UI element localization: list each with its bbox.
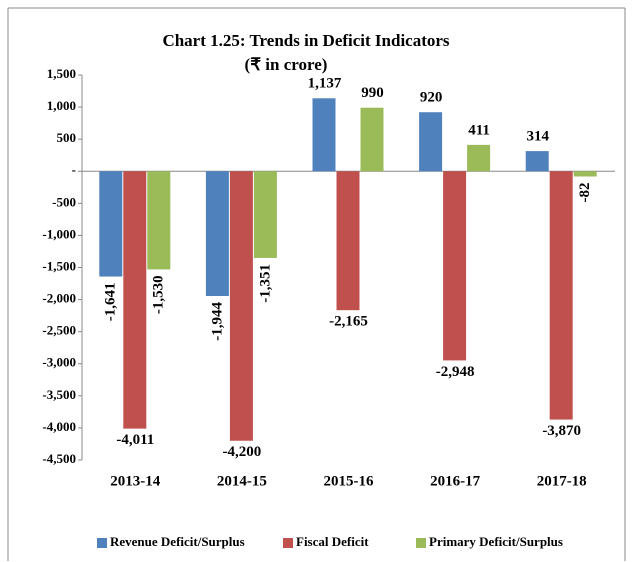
bar — [525, 151, 549, 172]
y-tick-label: -500 — [52, 194, 76, 209]
legend-swatch — [97, 538, 107, 548]
data-label: -1,641 — [103, 283, 119, 322]
y-tick-label: -4,000 — [42, 419, 76, 434]
y-tick-label: -2,500 — [42, 323, 76, 338]
bar — [443, 171, 467, 361]
y-tick-label: -4,500 — [42, 451, 76, 466]
bar — [573, 171, 597, 177]
bar — [253, 171, 277, 258]
x-tick-label: 2013-14 — [110, 473, 160, 489]
x-tick-label: 2017-18 — [537, 473, 587, 489]
chart-title: Chart 1.25: Trends in Deficit Indicators — [162, 31, 449, 50]
y-tick-label: -3,500 — [42, 387, 76, 402]
data-label: 314 — [526, 129, 549, 145]
x-tick-label: 2015-16 — [324, 473, 374, 489]
data-label: -2,948 — [436, 364, 475, 380]
bar — [205, 171, 229, 296]
y-tick-label: -2,000 — [42, 291, 76, 306]
y-tick-label: -1,500 — [42, 258, 76, 273]
chart-subtitle: (₹ in crore) — [245, 55, 328, 74]
data-label: 990 — [361, 85, 384, 101]
bar — [360, 107, 384, 172]
x-tick-label: 2016-17 — [430, 473, 480, 489]
data-label: 920 — [420, 90, 443, 106]
bar — [99, 171, 123, 277]
data-label: -82 — [577, 183, 593, 203]
data-label: -1,944 — [209, 301, 225, 340]
legend-label: Revenue Deficit/Surplus — [110, 534, 245, 549]
y-tick-label: - — [72, 162, 76, 177]
data-label: -4,011 — [116, 432, 154, 448]
bar — [467, 144, 491, 172]
bar — [123, 171, 147, 429]
bar — [336, 171, 360, 311]
data-label: -1,530 — [151, 275, 167, 314]
data-label: -1,351 — [257, 264, 273, 303]
y-tick-label: -1,000 — [42, 226, 76, 241]
legend-label: Primary Deficit/Surplus — [429, 534, 563, 549]
data-label: -4,200 — [223, 444, 262, 460]
x-tick-label: 2014-15 — [217, 473, 267, 489]
legend-label: Fiscal Deficit — [296, 534, 369, 549]
y-tick-label: 1,500 — [47, 66, 76, 81]
data-label: -2,165 — [329, 314, 368, 330]
y-tick-label: 500 — [57, 130, 77, 145]
legend-swatch — [283, 538, 293, 548]
data-label: 411 — [468, 122, 490, 138]
y-tick-label: -3,000 — [42, 355, 76, 370]
legend-swatch — [416, 538, 426, 548]
bar — [419, 112, 443, 172]
bar — [549, 171, 573, 420]
bar — [229, 171, 253, 441]
y-tick-label: 1,000 — [47, 98, 76, 113]
bar — [147, 171, 171, 270]
data-label: -3,870 — [542, 423, 581, 439]
bar — [312, 98, 336, 172]
data-label: 1,137 — [308, 76, 342, 92]
